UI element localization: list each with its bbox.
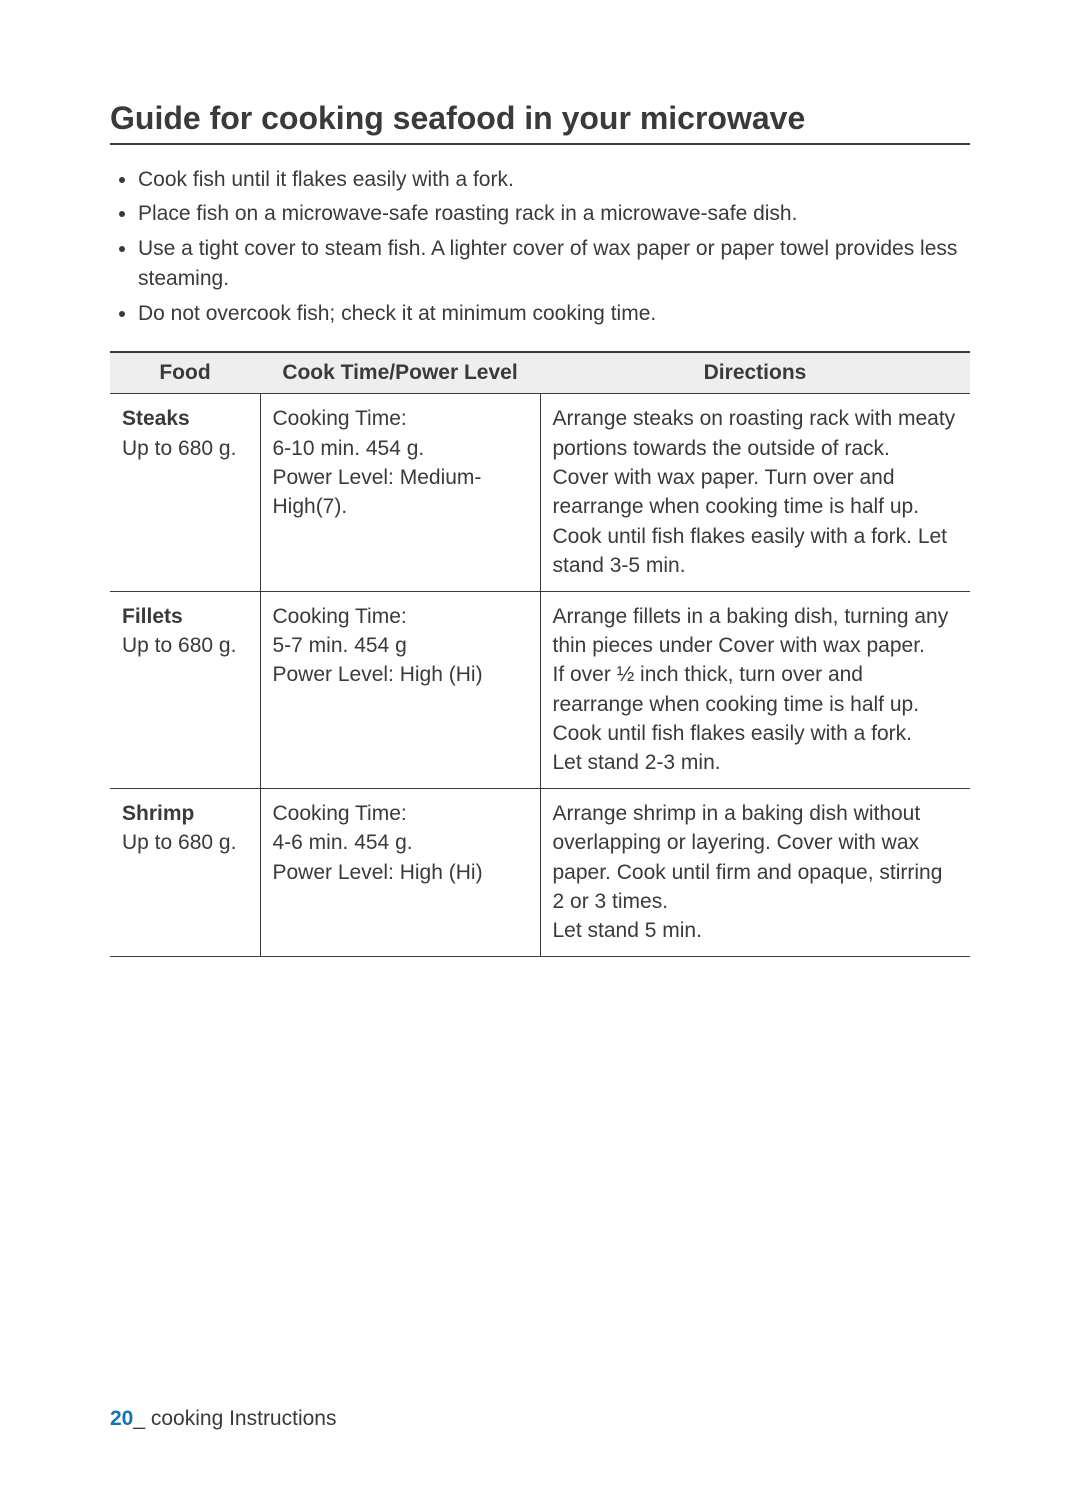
food-cell: Steaks Up to 680 g. [110,394,260,591]
tip-item: Use a tight cover to steam fish. A light… [138,234,970,295]
footer-section: cooking Instructions [151,1407,337,1430]
food-cell: Shrimp Up to 680 g. [110,788,260,956]
tip-item: Place fish on a microwave-safe roasting … [138,199,970,229]
page: Guide for cooking seafood in your microw… [0,0,1080,1491]
cook-line: Cooking Time: [273,602,528,631]
page-number: 20 [110,1407,133,1430]
food-sub: Up to 680 g. [122,828,248,857]
cook-line: Power Level: High (Hi) [273,660,528,689]
food-sub: Up to 680 g. [122,434,248,463]
food-name: Steaks [122,404,248,433]
table-row: Shrimp Up to 680 g. Cooking Time: 4-6 mi… [110,788,970,956]
header-cook: Cook Time/Power Level [260,352,540,394]
food-name: Shrimp [122,799,248,828]
table-header-row: Food Cook Time/Power Level Directions [110,352,970,394]
directions-line: Arrange fillets in a baking dish, turnin… [553,602,959,661]
tips-list: Cook fish until it flakes easily with a … [110,165,970,329]
directions-line: Arrange shrimp in a baking dish without … [553,799,959,917]
directions-line: Cover with wax paper. Turn over and rear… [553,463,959,581]
directions-line: Let stand 5 min. [553,916,959,945]
food-sub: Up to 680 g. [122,631,248,660]
cook-line: Power Level: High (Hi) [273,858,528,887]
table-row: Steaks Up to 680 g. Cooking Time: 6-10 m… [110,394,970,591]
header-food: Food [110,352,260,394]
page-footer: 20_ cooking Instructions [110,1407,336,1431]
directions-line: Let stand 2-3 min. [553,748,959,777]
cook-cell: Cooking Time: 4-6 min. 454 g. Power Leve… [260,788,540,956]
food-name: Fillets [122,602,248,631]
directions-cell: Arrange shrimp in a baking dish without … [540,788,970,956]
page-title: Guide for cooking seafood in your microw… [110,100,970,145]
directions-cell: Arrange fillets in a baking dish, turnin… [540,591,970,788]
cook-line: 6-10 min. 454 g. [273,434,528,463]
food-cell: Fillets Up to 680 g. [110,591,260,788]
cook-line: Cooking Time: [273,799,528,828]
directions-line: Arrange steaks on roasting rack with mea… [553,404,959,463]
tip-item: Do not overcook fish; check it at minimu… [138,299,970,329]
cook-line: Power Level: Medium-High(7). [273,463,528,522]
cook-line: Cooking Time: [273,404,528,433]
tip-item: Cook fish until it flakes easily with a … [138,165,970,195]
cook-cell: Cooking Time: 6-10 min. 454 g. Power Lev… [260,394,540,591]
directions-cell: Arrange steaks on roasting rack with mea… [540,394,970,591]
directions-line: If over ½ inch thick, turn over and rear… [553,660,959,748]
table-row: Fillets Up to 680 g. Cooking Time: 5-7 m… [110,591,970,788]
seafood-guide-table: Food Cook Time/Power Level Directions St… [110,351,970,957]
cook-cell: Cooking Time: 5-7 min. 454 g Power Level… [260,591,540,788]
cook-line: 4-6 min. 454 g. [273,828,528,857]
cook-line: 5-7 min. 454 g [273,631,528,660]
header-directions: Directions [540,352,970,394]
footer-sep: _ [133,1407,151,1430]
